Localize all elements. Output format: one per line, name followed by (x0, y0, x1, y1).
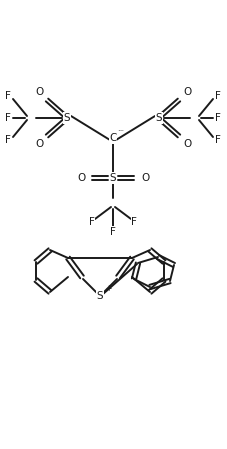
Text: O: O (77, 173, 85, 183)
Text: S: S (64, 113, 70, 123)
Text: O: O (35, 87, 43, 97)
Text: F: F (5, 113, 11, 123)
Text: O: O (141, 173, 149, 183)
Text: O: O (183, 87, 191, 97)
Text: S: S (97, 291, 103, 301)
Text: F: F (215, 135, 221, 145)
Text: O: O (35, 139, 43, 149)
Text: F: F (89, 217, 95, 227)
Text: O: O (183, 139, 191, 149)
Text: S: S (110, 173, 116, 183)
Text: F: F (215, 113, 221, 123)
Text: F: F (5, 135, 11, 145)
Text: C: C (109, 133, 117, 143)
Text: F: F (131, 217, 137, 227)
Text: F: F (5, 91, 11, 101)
Text: S: S (156, 113, 162, 123)
Text: +: + (105, 284, 111, 293)
Text: F: F (215, 91, 221, 101)
Text: F: F (110, 227, 116, 237)
Text: ·⁻: ·⁻ (117, 127, 124, 136)
